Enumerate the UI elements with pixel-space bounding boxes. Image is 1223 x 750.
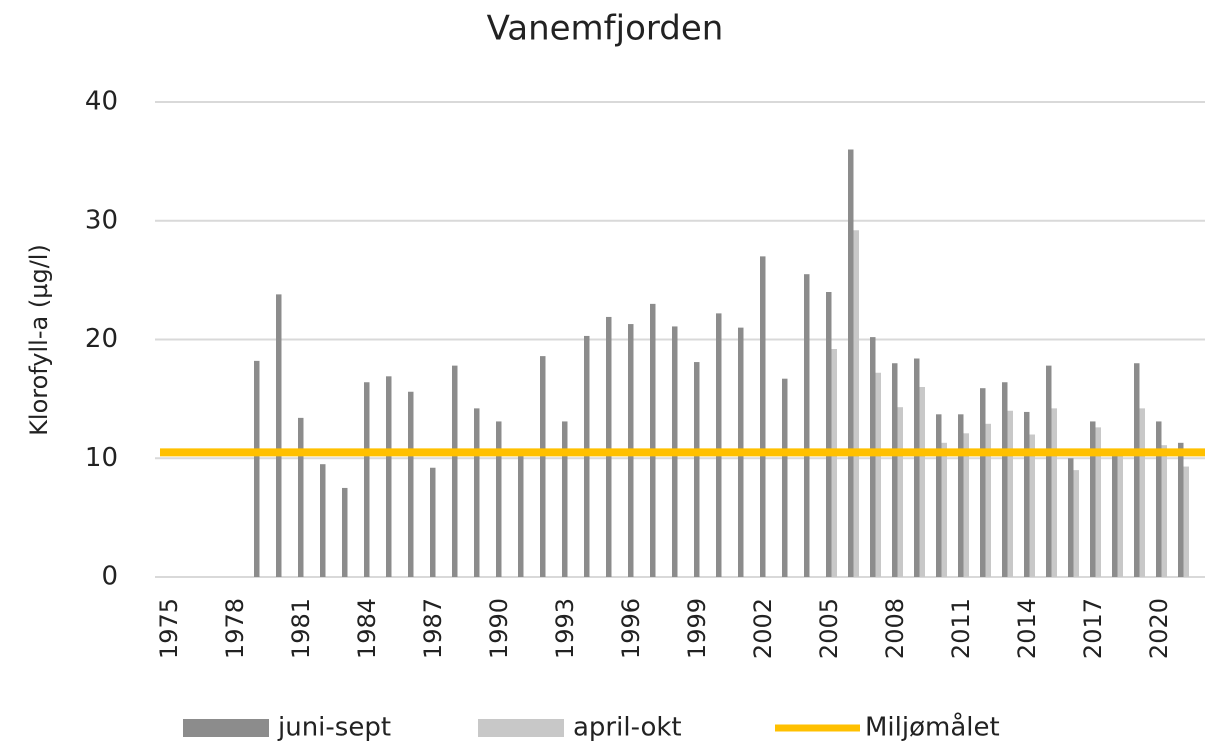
bar	[562, 421, 568, 577]
legend-swatch	[478, 719, 564, 737]
bar	[831, 349, 837, 577]
bar	[914, 358, 920, 577]
bar	[408, 391, 414, 577]
bar	[892, 363, 898, 577]
bar	[298, 417, 304, 577]
bar	[870, 337, 876, 577]
legend-label: april-okt	[573, 713, 682, 743]
x-tick-label: 2011	[947, 598, 975, 659]
bar	[848, 149, 854, 577]
x-tick-label: 1978	[221, 598, 249, 659]
y-tick-label: 20	[85, 324, 118, 354]
bar	[1090, 421, 1096, 577]
bar	[1117, 454, 1123, 577]
bar	[958, 414, 964, 577]
bar	[1161, 445, 1167, 577]
x-tick-label: 2014	[1013, 598, 1041, 659]
x-tick-label: 1990	[485, 598, 513, 659]
bar	[1007, 410, 1013, 577]
x-tick-label: 1981	[287, 598, 315, 659]
bar	[826, 292, 832, 577]
legend-swatch	[183, 719, 269, 737]
bar	[1051, 408, 1057, 577]
legend-label: juni-sept	[277, 713, 391, 743]
x-tick-label: 2002	[749, 598, 777, 659]
bar	[1112, 454, 1118, 577]
bar	[606, 316, 612, 577]
bar	[1139, 408, 1145, 577]
bar	[364, 382, 370, 577]
bar	[1156, 421, 1162, 577]
bar	[540, 356, 546, 577]
x-tick-label: 1996	[617, 598, 645, 659]
bar	[474, 408, 480, 577]
x-tick-label: 1987	[419, 598, 447, 659]
bar	[980, 388, 986, 577]
y-tick-label: 30	[85, 205, 118, 235]
bar	[782, 378, 788, 577]
bar	[875, 372, 881, 577]
bar	[1002, 382, 1008, 577]
bar	[1178, 442, 1184, 577]
bar	[496, 421, 502, 577]
y-tick-label: 40	[85, 87, 118, 117]
x-tick-label: 1984	[353, 598, 381, 659]
bar	[1095, 427, 1101, 577]
bar	[452, 365, 458, 577]
y-axis-label: Klorofyll-a (µg/l)	[25, 244, 53, 436]
x-tick-label: 1999	[683, 598, 711, 659]
bar	[963, 433, 969, 577]
y-tick-label: 10	[85, 443, 118, 473]
bar	[897, 407, 903, 577]
bar	[694, 362, 700, 577]
bar	[254, 360, 260, 577]
legend-label: Miljømålet	[865, 712, 1000, 743]
bar	[518, 452, 524, 577]
bar	[650, 303, 656, 577]
bar	[1183, 466, 1189, 577]
bar	[936, 414, 942, 577]
x-tick-label: 2005	[815, 598, 843, 659]
bar	[760, 256, 766, 577]
bar	[386, 376, 392, 577]
bar	[716, 313, 722, 577]
bar	[1029, 434, 1035, 577]
y-tick-label: 0	[101, 562, 118, 592]
x-tick-label: 2020	[1145, 598, 1173, 659]
bar	[430, 467, 436, 577]
bar	[1073, 470, 1079, 577]
x-tick-label: 2008	[881, 598, 909, 659]
bar	[276, 294, 282, 577]
bar	[804, 274, 810, 577]
bar	[985, 423, 991, 577]
bar	[853, 230, 859, 577]
bar	[1024, 411, 1030, 577]
bar	[941, 442, 947, 577]
bar	[342, 487, 348, 577]
x-tick-label: 1993	[551, 598, 579, 659]
bar	[1068, 458, 1074, 577]
x-tick-label: 2017	[1079, 598, 1107, 659]
bar	[1046, 365, 1052, 577]
bar	[320, 464, 326, 577]
bar	[919, 387, 925, 577]
chart-title: Vanemfjorden	[487, 9, 724, 49]
bar	[584, 335, 590, 577]
bar	[1134, 363, 1140, 577]
x-tick-label: 1975	[155, 598, 183, 659]
